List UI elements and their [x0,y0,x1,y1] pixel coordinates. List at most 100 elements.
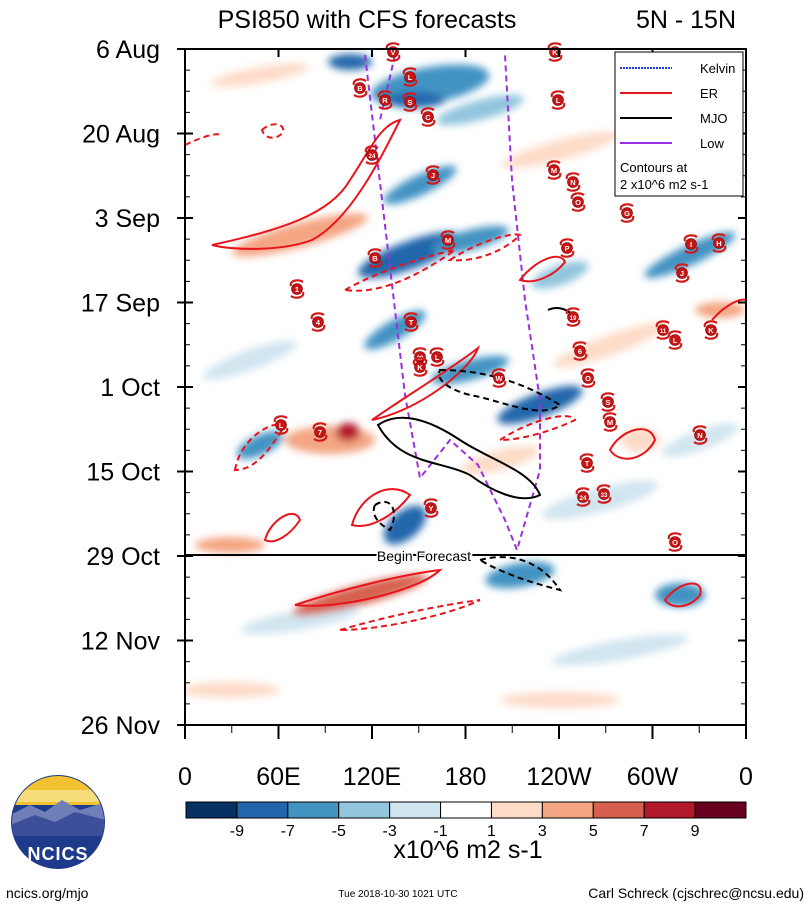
storm-marker: 33 [596,484,612,504]
colorbar-cell [185,801,238,819]
storm-marker: M [546,160,562,180]
er-contour [496,415,577,442]
chart-title: PSI850 with CFS forecasts [218,6,517,34]
logo-text: NCICS [27,844,88,864]
er-contour [608,428,657,460]
anomaly-blob [541,480,659,520]
storm-marker: Y [423,498,439,518]
storm-marker: 7 [312,422,328,442]
colorbar-cell [541,801,594,819]
storm-label: T [409,318,414,327]
y-tick-label: 6 Aug [96,36,160,64]
storm-marker: J [425,165,441,185]
storm-label: T [585,459,590,468]
storm-label: L [556,96,561,105]
storm-marker: J [674,263,690,283]
storm-label: K [417,363,423,372]
storm-label: R [382,96,388,105]
storm-label: 1 [295,285,299,294]
storm-label: J [431,171,435,180]
anomaly-blob [185,682,280,698]
region-label: 5N - 15N [636,6,736,34]
storm-label: L [408,73,413,82]
anomaly-blob [336,423,360,441]
y-axis: 6 Aug 20 Aug 3 Sep 17 Sep 1 Oct 15 Oct 29 Oct 1… [81,36,746,740]
colorbar-cell [338,801,391,819]
er-contour [263,513,302,543]
storm-label: L [673,336,678,345]
anomaly-blob [195,537,265,553]
legend-label: MJO [700,111,727,126]
colorbar: -9 -7 -5 -3 -1 1 3 5 7 9 [185,801,747,840]
y-tick-label: 29 Oct [86,543,160,571]
storm-label: H [716,239,721,248]
anomaly-blob [551,634,689,666]
storm-label: S [407,98,412,107]
colorbar-cell [694,801,747,819]
anomaly-blob [436,94,524,126]
storm-label: Y [428,504,433,513]
storm-label: P [564,244,569,253]
storm-marker: 24 [364,145,380,165]
colorbar-label: -9 [230,823,244,840]
colorbar-label: -3 [383,823,397,840]
storm-marker: L [550,90,566,110]
storm-marker: 11 [655,320,671,340]
x-tick-label: 0 [178,763,192,791]
storm-label: J [680,269,684,278]
er-contour [371,345,481,421]
y-tick-label: 1 Oct [100,374,160,402]
y-tick-label: 3 Sep [95,205,160,233]
storm-marker: T [403,312,419,332]
legend-label: Low [700,136,724,151]
anomaly-blob [240,605,360,635]
mjo-contour [477,556,563,592]
y-tick-label: 26 Nov [81,712,161,740]
anomaly-blob [431,355,509,385]
colorbar-units: x10^6 m2 s-1 [393,836,542,864]
footer-right: Carl Schreck (cjschrec@ncsu.edu) [588,885,804,901]
colorbar-label: -5 [332,823,346,840]
anomaly-blob [461,445,539,475]
storm-label: V [390,48,395,57]
x-tick-label: 0 [739,763,753,791]
storm-label: K [708,326,714,335]
storm-label: S [605,398,610,407]
storm-label: O [672,538,678,547]
colorbar-cell [592,801,645,819]
storm-label: M [607,418,613,427]
storm-label: B [372,254,378,263]
storm-marker: B [367,248,383,268]
anomaly-blob [501,131,619,169]
storm-marker: B [352,78,368,98]
y-tick-label: 17 Sep [81,290,160,318]
anomaly-blob [202,340,298,380]
storm-marker: O [667,532,683,552]
storm-marker: O [570,192,586,212]
colorbar-label: 9 [691,823,700,840]
legend-label: Kelvin [700,61,735,76]
anomaly-blob [695,302,745,318]
storm-label: I [690,240,692,249]
storm-marker: M [440,230,456,250]
legend-note: Contours at [620,160,688,175]
storm-marker: R [377,90,393,110]
anomaly-blob [383,505,427,545]
storm-marker: G [619,203,635,223]
colorbar-cell [643,801,696,819]
storm-label: 7 [318,428,322,437]
forecast-label: Begin Forecast [377,548,471,564]
anomaly-blob [358,232,462,278]
colorbar-cell [389,801,442,819]
storm-label: M [551,166,557,175]
storm-label: L [435,353,440,362]
storm-marker: L [429,347,445,367]
storm-marker: 1 [289,279,305,299]
x-tick-label: 120E [343,763,401,791]
er-contour [211,118,402,250]
x-tick-label: 120W [526,763,592,791]
storm-marker: K [703,320,719,340]
storm-label: G [624,209,630,218]
y-tick-label: 12 Nov [81,628,161,656]
